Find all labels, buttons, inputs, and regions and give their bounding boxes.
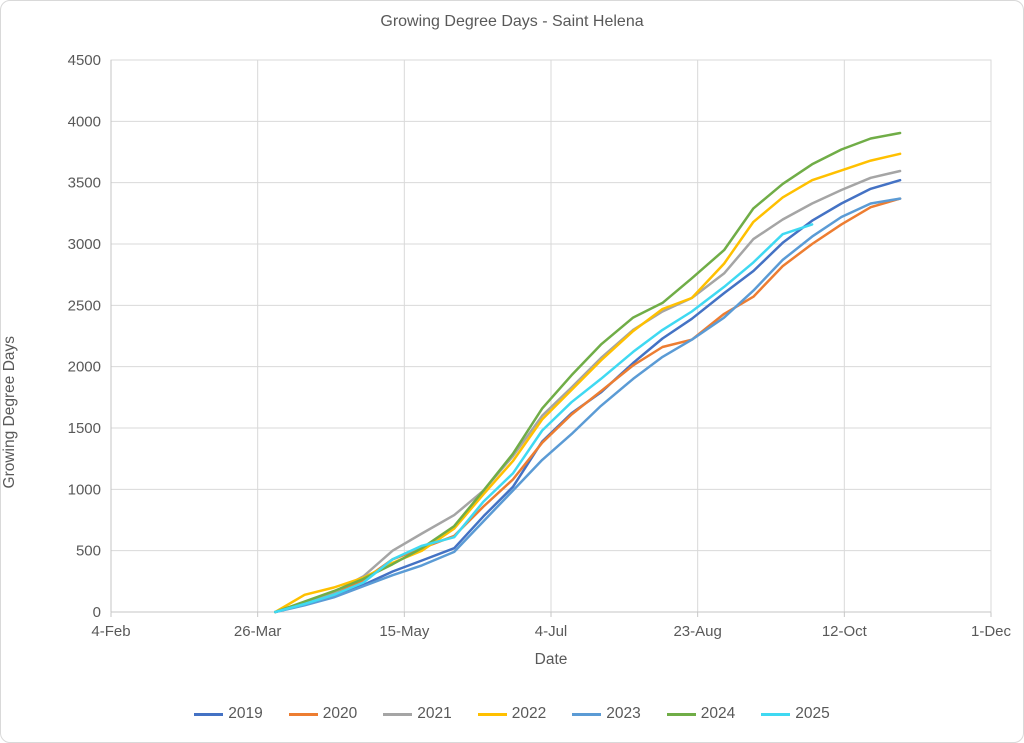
legend-label-2021: 2021 [417, 705, 452, 722]
legend-swatch-2019 [194, 712, 224, 716]
legend-item-2020: 2020 [288, 705, 358, 723]
legend-swatch-2024 [666, 712, 696, 716]
y-tick-label: 500 [76, 543, 101, 560]
x-tick-label: 1-Dec [971, 623, 1012, 640]
y-tick-label: 1500 [68, 420, 101, 437]
y-tick-label: 3000 [68, 236, 101, 253]
x-tick-label: 4-Feb [91, 623, 130, 640]
x-tick-label: 12-Oct [822, 623, 868, 640]
y-tick-label: 4000 [68, 113, 101, 130]
y-tick-label: 4500 [68, 52, 101, 69]
legend-swatch-2023 [572, 712, 602, 716]
y-tick-label: 1000 [68, 481, 101, 498]
legend-label-2020: 2020 [322, 705, 358, 722]
chart-legend: 2019 2020 2021 2022 2023 2024 2025 [1, 705, 1023, 723]
series-line-2023 [274, 197, 902, 614]
legend-swatch-2022 [477, 712, 507, 716]
series-line-2020 [274, 197, 902, 614]
y-tick-label: 3500 [68, 175, 101, 192]
chart-title: Growing Degree Days - Saint Helena [380, 13, 644, 30]
x-axis-title: Date [534, 651, 568, 668]
legend-swatch-2025 [761, 712, 791, 716]
x-tick-label: 15-May [379, 623, 430, 640]
legend-swatch-2020 [288, 712, 318, 716]
legend-item-2019: 2019 [194, 705, 263, 723]
y-tick-label: 0 [93, 604, 101, 621]
legend-item-2022: 2022 [477, 705, 547, 723]
legend-item-2025: 2025 [761, 705, 830, 723]
series-line-2022 [274, 152, 902, 614]
series-line-2021 [274, 169, 902, 614]
legend-item-2023: 2023 [572, 705, 641, 723]
legend-label-2022: 2022 [511, 705, 547, 722]
x-tick-label: 23-Aug [673, 623, 721, 640]
legend-label-2019: 2019 [228, 705, 263, 722]
plot-area: 0 500 1000 1500 2000 2500 3000 3500 4000 4500 4-Fe… [68, 52, 1012, 640]
legend-label-2025: 2025 [795, 705, 830, 722]
legend-item-2021: 2021 [383, 705, 452, 723]
series-line-2025 [274, 223, 814, 614]
legend-label-2023: 2023 [606, 705, 641, 722]
series-line-2019 [274, 178, 902, 614]
x-tick-label: 4-Jul [535, 623, 568, 640]
y-tick-label: 2500 [68, 297, 101, 314]
x-tick-label: 26-Mar [234, 623, 282, 640]
legend-item-2024: 2024 [666, 705, 736, 723]
legend-label-2024: 2024 [700, 705, 736, 722]
y-tick-label: 2000 [68, 359, 101, 376]
legend-swatch-2021 [383, 712, 413, 716]
